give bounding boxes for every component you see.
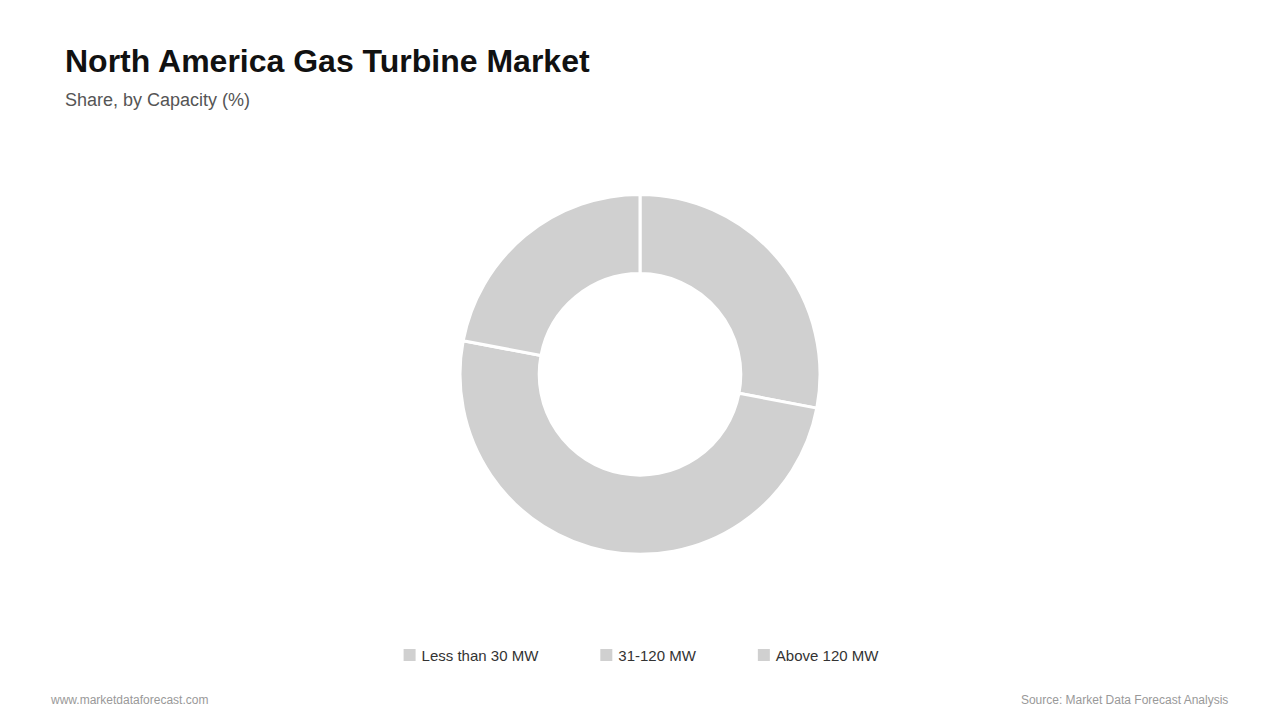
svg-text:North America Gas Turbine Mark: North America Gas Turbine Market xyxy=(65,43,590,79)
svg-text:Above 120 MW: Above 120 MW xyxy=(776,647,879,664)
svg-text:Share, by Capacity (%): Share, by Capacity (%) xyxy=(65,90,250,110)
svg-text:Less than 30 MW: Less than 30 MW xyxy=(422,647,540,664)
svg-text:Source: Market Data Forecast A: Source: Market Data Forecast Analysis xyxy=(1021,693,1228,707)
svg-text:31-120 MW: 31-120 MW xyxy=(618,647,696,664)
svg-text:www.marketdataforecast.com: www.marketdataforecast.com xyxy=(50,693,208,707)
